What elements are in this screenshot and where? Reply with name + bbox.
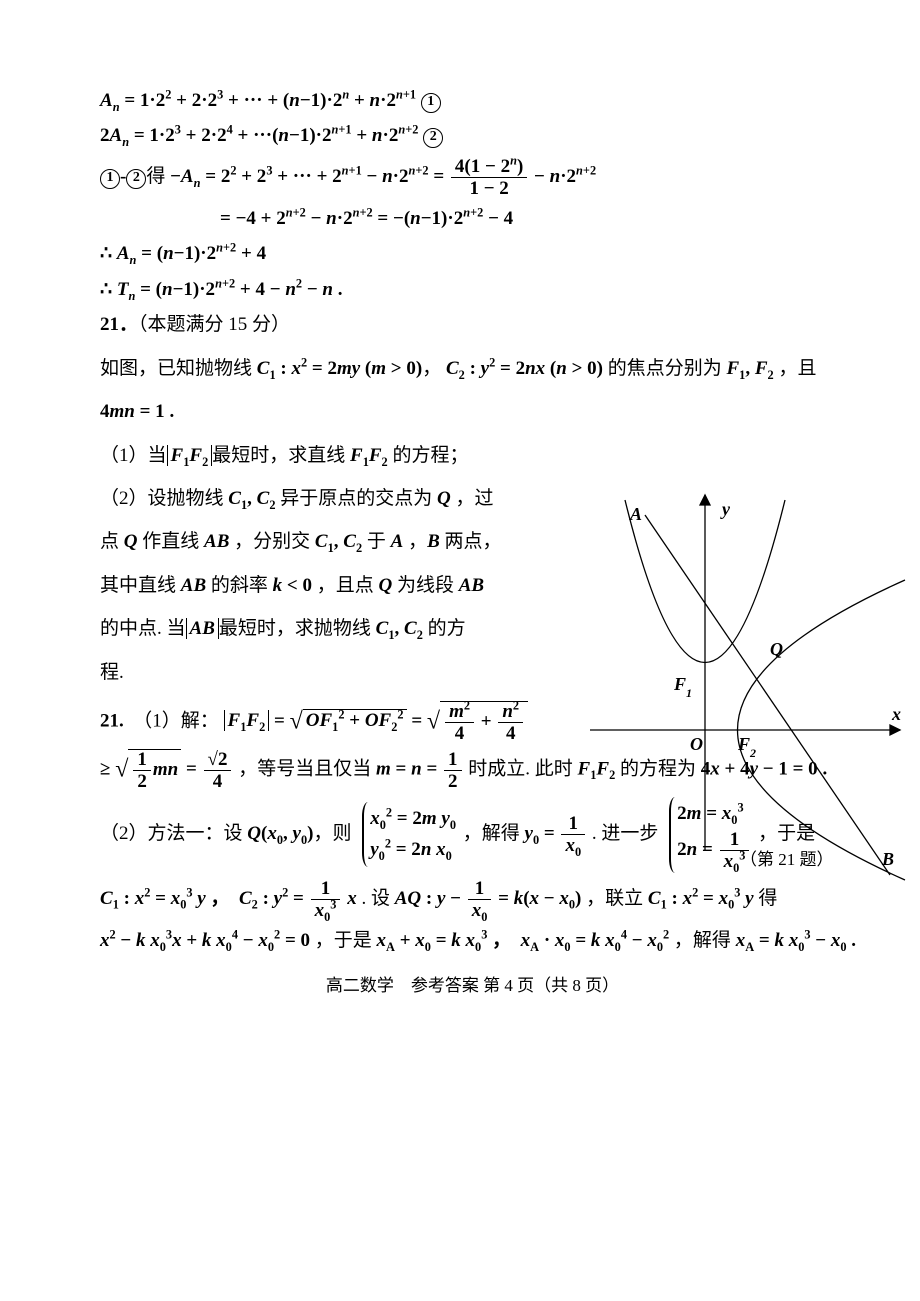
brace-sys1: x02 = 2m y0 y02 = 2n x0 bbox=[362, 802, 458, 867]
label-B: B bbox=[881, 849, 894, 869]
page: An = 1·22 + 2·23 + ··· + (n−1)·2n + n·2n… bbox=[0, 0, 920, 1024]
eq-diff-2: = −4 + 2n+2 − n·2n+2 = −(n−1)·2n+2 − 4 bbox=[100, 204, 845, 233]
tag-1: 1 bbox=[421, 93, 441, 113]
eq-diff-1: 1-2得 −An = 22 + 23 + ··· + 2n+1 − n·2n+2… bbox=[100, 157, 845, 198]
p21-part2-l5: 程. bbox=[100, 658, 570, 687]
figure-21: A y Q F1 x O F2 B （第 21 题） bbox=[570, 485, 910, 885]
eq-2An: 2An = 1·23 + 2·24 + ···(n−1)·2n+1 + n·2n… bbox=[100, 121, 845, 150]
label-O: O bbox=[690, 734, 703, 754]
figure-caption: （第 21 题） bbox=[740, 850, 834, 869]
tag-2: 2 bbox=[423, 128, 443, 148]
label-F2: F2 bbox=[737, 734, 756, 760]
label-y: y bbox=[720, 499, 731, 519]
p21-header: 21．21．（本题满分 15 分）（本题满分 15 分） bbox=[100, 310, 845, 339]
label-F1: F1 bbox=[673, 674, 692, 700]
p21-part2-l2: 点 Q 作直线 AB ，分别交 C1, C2 于 A ，B 两点， bbox=[100, 527, 570, 556]
p21-stem-1: 如图，已知抛物线 C1 : x2 = 2my (m > 0)， C2 : y2 … bbox=[100, 354, 845, 383]
p21-cond: 4mn = 1 . bbox=[100, 397, 845, 426]
frac-geo: 4(1 − 2n) 1 − 2 bbox=[451, 157, 527, 198]
label-A: A bbox=[629, 504, 642, 524]
p21-part1: （1）当F1F2最短时，求直线 F1F2 的方程； bbox=[100, 441, 570, 470]
p21-part2-l1: （2）设抛物线 C1, C2 异于原点的交点为 Q ，过 bbox=[100, 484, 570, 513]
label-x: x bbox=[891, 704, 901, 724]
eq-An-final: ∴ An = (n−1)·2n+2 + 4 bbox=[100, 239, 845, 268]
p21-part2-l3: 其中直线 AB 的斜率 k < 0 ，且点 Q 为线段 AB bbox=[100, 571, 570, 600]
page-footer: 高二数学 参考答案 第 4 页（共 8 页） bbox=[100, 973, 845, 999]
eq-Tn-final: ∴ Tn = (n−1)·2n+2 + 4 − n2 − n . bbox=[100, 275, 845, 304]
label-Q: Q bbox=[770, 639, 783, 659]
p21-part2-l4: 的中点. 当AB最短时，求抛物线 C1, C2 的方 bbox=[100, 614, 570, 643]
eq-An: An = 1·22 + 2·23 + ··· + (n−1)·2n + n·2n… bbox=[100, 86, 845, 115]
sol21-p2-l3: x2 − k x03x + k x04 − x02 = 0 ，于是 xA + x… bbox=[100, 926, 845, 955]
